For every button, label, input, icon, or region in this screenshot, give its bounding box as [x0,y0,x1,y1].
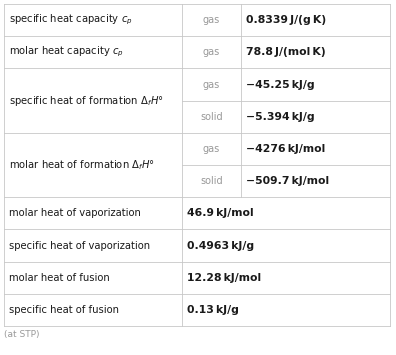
Text: specific heat capacity $c_p$: specific heat capacity $c_p$ [9,13,133,27]
Text: gas: gas [203,15,220,25]
Text: −509.7 kJ/mol: −509.7 kJ/mol [246,176,329,186]
Text: molar heat of formation $\Delta_f H$°: molar heat of formation $\Delta_f H$° [9,158,155,172]
Text: −4276 kJ/mol: −4276 kJ/mol [246,144,326,154]
Text: specific heat of fusion: specific heat of fusion [9,305,119,315]
Text: molar heat capacity $c_p$: molar heat capacity $c_p$ [9,45,124,60]
Text: solid: solid [200,176,223,186]
Text: gas: gas [203,47,220,57]
Text: 0.8339 J/(g K): 0.8339 J/(g K) [246,15,327,25]
Text: 0.4963 kJ/g: 0.4963 kJ/g [187,240,254,251]
Text: −45.25 kJ/g: −45.25 kJ/g [246,80,315,89]
Text: 12.28 kJ/mol: 12.28 kJ/mol [187,273,261,283]
Text: (at STP): (at STP) [4,330,40,339]
Text: 0.13 kJ/g: 0.13 kJ/g [187,305,238,315]
Text: 46.9 kJ/mol: 46.9 kJ/mol [187,208,253,218]
Text: 78.8 J/(mol K): 78.8 J/(mol K) [246,47,326,57]
Text: gas: gas [203,144,220,154]
Text: specific heat of formation $\Delta_f H$°: specific heat of formation $\Delta_f H$° [9,94,164,108]
Text: specific heat of vaporization: specific heat of vaporization [9,240,150,251]
Text: solid: solid [200,112,223,122]
Text: −5.394 kJ/g: −5.394 kJ/g [246,112,315,122]
Text: gas: gas [203,80,220,89]
Text: molar heat of fusion: molar heat of fusion [9,273,110,283]
Text: molar heat of vaporization: molar heat of vaporization [9,208,141,218]
